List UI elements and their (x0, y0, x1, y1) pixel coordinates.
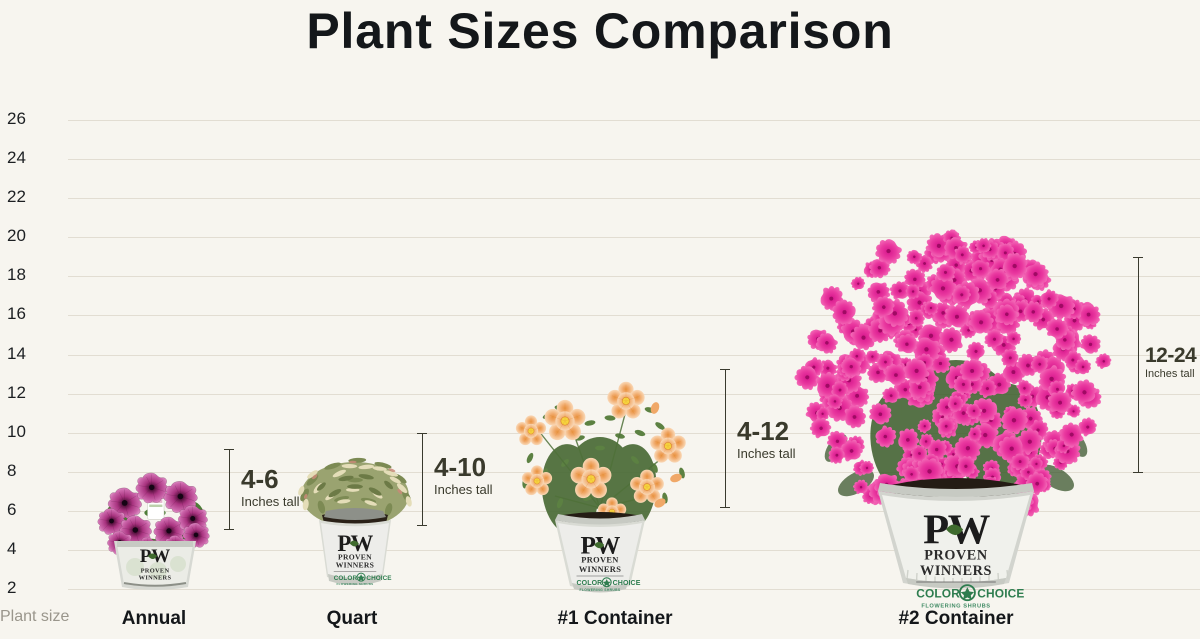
svg-text:PROVEN: PROVEN (141, 568, 170, 575)
svg-text:WINNERS: WINNERS (139, 575, 172, 582)
